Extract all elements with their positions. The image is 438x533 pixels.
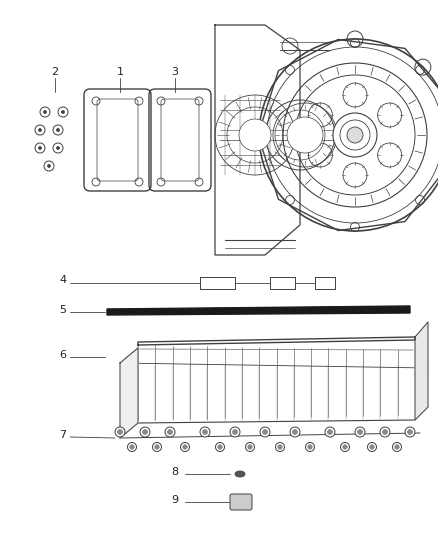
Circle shape	[57, 147, 60, 149]
Circle shape	[293, 430, 297, 434]
Circle shape	[333, 113, 377, 157]
Circle shape	[230, 427, 240, 437]
Circle shape	[325, 427, 335, 437]
Polygon shape	[200, 277, 235, 289]
Circle shape	[260, 427, 270, 437]
Circle shape	[276, 442, 285, 451]
Polygon shape	[315, 277, 335, 289]
Circle shape	[215, 442, 225, 451]
Circle shape	[239, 119, 271, 151]
Circle shape	[165, 427, 175, 437]
Polygon shape	[258, 39, 438, 231]
Polygon shape	[107, 306, 410, 315]
Circle shape	[35, 125, 45, 135]
Circle shape	[47, 165, 50, 167]
Circle shape	[115, 427, 125, 437]
FancyBboxPatch shape	[230, 494, 252, 510]
Circle shape	[262, 430, 268, 434]
Text: 3: 3	[172, 67, 179, 77]
Circle shape	[142, 430, 148, 434]
Circle shape	[53, 125, 63, 135]
Text: 4: 4	[60, 275, 67, 285]
Circle shape	[58, 107, 68, 117]
Circle shape	[57, 128, 60, 132]
Circle shape	[290, 427, 300, 437]
Text: 9: 9	[171, 495, 179, 505]
Circle shape	[367, 442, 377, 451]
Circle shape	[155, 445, 159, 449]
Circle shape	[395, 445, 399, 449]
Text: 2: 2	[51, 67, 59, 77]
Circle shape	[44, 161, 54, 171]
Circle shape	[39, 128, 42, 132]
Circle shape	[40, 107, 50, 117]
Circle shape	[248, 445, 252, 449]
Circle shape	[152, 442, 162, 451]
Circle shape	[127, 442, 137, 451]
Circle shape	[405, 427, 415, 437]
Polygon shape	[138, 337, 415, 345]
Circle shape	[218, 445, 222, 449]
Circle shape	[61, 110, 64, 114]
Circle shape	[305, 442, 314, 451]
Circle shape	[53, 143, 63, 153]
Circle shape	[407, 430, 413, 434]
Circle shape	[380, 427, 390, 437]
Text: 1: 1	[117, 67, 124, 77]
Circle shape	[167, 430, 173, 434]
Circle shape	[35, 143, 45, 153]
Circle shape	[370, 445, 374, 449]
Circle shape	[357, 430, 363, 434]
Circle shape	[39, 147, 42, 149]
Text: 5: 5	[60, 305, 67, 315]
Circle shape	[340, 442, 350, 451]
Circle shape	[287, 117, 323, 153]
Text: 7: 7	[60, 430, 67, 440]
Text: 6: 6	[60, 350, 67, 360]
Polygon shape	[270, 277, 295, 289]
Circle shape	[278, 445, 282, 449]
Circle shape	[180, 442, 190, 451]
Circle shape	[308, 445, 312, 449]
Circle shape	[328, 430, 332, 434]
Circle shape	[382, 430, 388, 434]
Circle shape	[200, 427, 210, 437]
Polygon shape	[215, 25, 300, 255]
Polygon shape	[120, 348, 138, 438]
Circle shape	[392, 442, 402, 451]
Circle shape	[233, 430, 237, 434]
Circle shape	[246, 442, 254, 451]
Circle shape	[140, 427, 150, 437]
Circle shape	[117, 430, 123, 434]
Text: 8: 8	[171, 467, 179, 477]
Polygon shape	[415, 322, 428, 420]
Circle shape	[183, 445, 187, 449]
Circle shape	[343, 445, 347, 449]
Circle shape	[355, 427, 365, 437]
Circle shape	[130, 445, 134, 449]
Circle shape	[43, 110, 46, 114]
Ellipse shape	[235, 471, 245, 477]
Circle shape	[347, 127, 363, 143]
Circle shape	[202, 430, 208, 434]
